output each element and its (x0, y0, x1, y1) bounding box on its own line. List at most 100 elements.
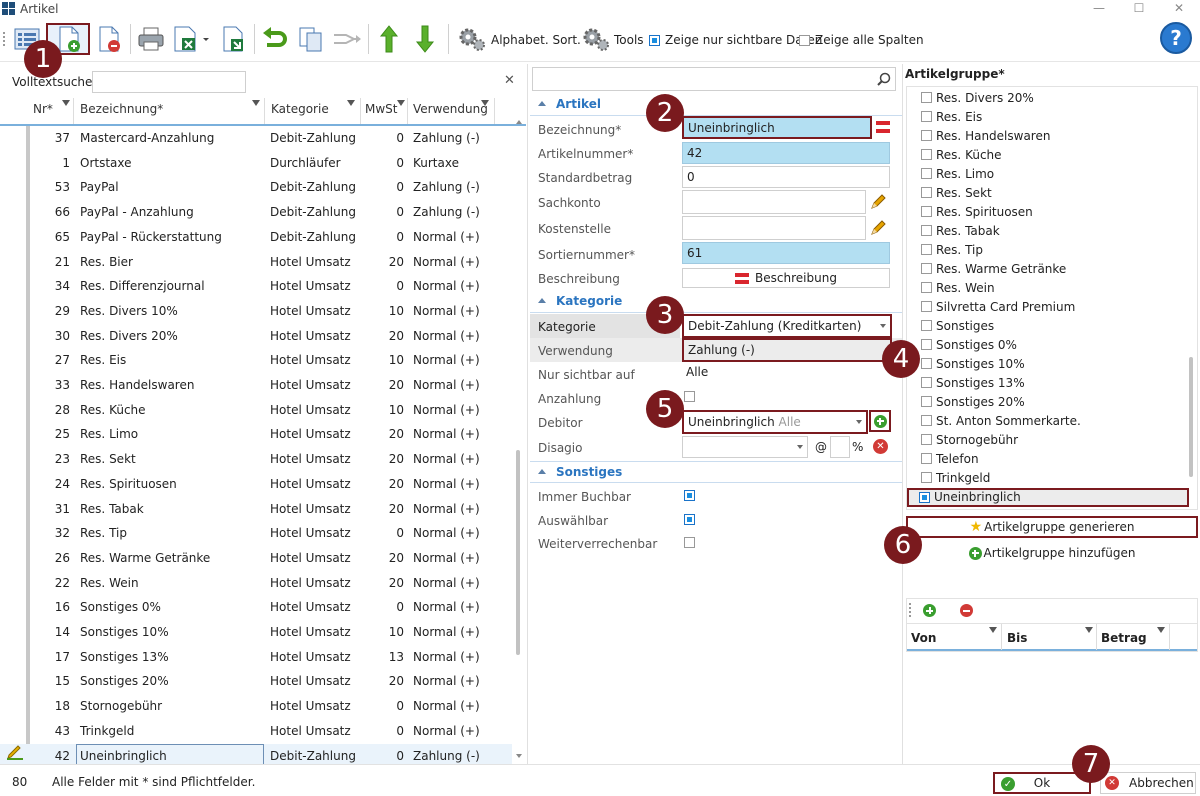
add-row-icon[interactable] (923, 604, 936, 617)
section-artikel[interactable]: Artikel (530, 94, 902, 116)
artikelgruppe-checkbox[interactable] (921, 92, 932, 103)
property-search-box[interactable] (532, 67, 896, 91)
fulltext-search-input[interactable] (92, 71, 246, 93)
table-row[interactable]: 53 PayPal Debit-Zahlung (K 0 Zahlung (-) (0, 175, 512, 200)
table-row[interactable]: 31 Res. Tabak Hotel Umsatz 20 Normal (+) (0, 497, 512, 522)
maximize-button[interactable]: ☐ (1133, 1, 1145, 15)
artikelgruppe-checkbox[interactable] (921, 225, 932, 236)
help-button[interactable]: ? (1160, 22, 1192, 54)
column-header-betrag[interactable]: Betrag (1101, 631, 1147, 645)
table-row[interactable]: 33 Res. Handelswaren Hotel Umsatz 20 Normal … (0, 373, 512, 398)
add-artikelgruppe-button[interactable]: Artikelgruppe hinzufügen (906, 542, 1198, 564)
artikelgruppe-item[interactable]: Trinkgeld (919, 469, 1189, 488)
artikelgruppe-checkbox[interactable] (921, 111, 932, 122)
table-row[interactable]: 24 Res. Spirituosen Hotel Umsatz 20 Normal (… (0, 472, 512, 497)
beschreibung-button[interactable]: Beschreibung (682, 268, 890, 288)
column-header-verwendung[interactable]: Verwendung (413, 102, 488, 116)
table-row[interactable]: 27 Res. Eis Hotel Umsatz 10 Normal (+) (0, 348, 512, 373)
table-row[interactable]: 22 Res. Wein Hotel Umsatz 20 Normal (+) (0, 571, 512, 596)
artikelgruppe-item[interactable]: Sonstiges 13% (919, 374, 1189, 393)
artikelgruppe-checkbox[interactable] (921, 358, 932, 369)
show-visible-checkbox[interactable] (649, 35, 660, 46)
alphabet-sort-button[interactable]: Alphabet. Sort. (491, 33, 581, 47)
table-row[interactable]: 14 Sonstiges 10% Hotel Umsatz 10 Normal (+) (0, 620, 512, 645)
table-row[interactable]: 28 Res. Küche Hotel Umsatz 10 Normal (+) (0, 398, 512, 423)
filter-icon[interactable] (1157, 627, 1165, 633)
artikelgruppe-item[interactable]: Uneinbringlich (907, 488, 1189, 507)
column-header-kategorie[interactable]: Kategorie (271, 102, 329, 116)
filter-icon[interactable] (481, 100, 489, 106)
grid-scrollbar[interactable] (514, 120, 524, 764)
artikelgruppe-item[interactable]: Sonstiges 20% (919, 393, 1189, 412)
toolbar-grip[interactable] (3, 32, 5, 46)
filter-icon[interactable] (989, 627, 997, 633)
table-row[interactable]: 30 Res. Divers 20% Hotel Umsatz 20 Normal (+… (0, 324, 512, 349)
artikelgruppe-checkbox[interactable] (921, 130, 932, 141)
column-header-mwst[interactable]: MwSt (365, 102, 398, 116)
kategorie-dropdown[interactable]: Debit-Zahlung (Kreditkarten) (682, 314, 892, 338)
artikelgruppe-item[interactable]: Telefon (919, 450, 1189, 469)
filter-icon[interactable] (252, 100, 260, 106)
artikelgruppe-checkbox[interactable] (921, 472, 932, 483)
artikelgruppe-item[interactable]: Res. Divers 20% (919, 89, 1189, 108)
artikelnummer-input[interactable]: 42 (682, 142, 890, 164)
table-row[interactable]: 26 Res. Warme Getränke Hotel Umsatz 20 Norma… (0, 546, 512, 571)
debitor-dropdown[interactable]: Uneinbringlich Alle (682, 410, 868, 434)
alphabet-sort-icon-button[interactable] (456, 23, 488, 55)
show-all-columns-checkbox[interactable] (799, 35, 810, 46)
table-row[interactable]: 25 Res. Limo Hotel Umsatz 20 Normal (+) (0, 422, 512, 447)
sortiernummer-input[interactable]: 61 (682, 242, 890, 264)
auswaehlbar-checkbox[interactable] (684, 514, 695, 525)
bezeichnung-input[interactable]: Uneinbringlich (682, 116, 872, 139)
artikelgruppe-checkbox[interactable] (921, 320, 932, 331)
tools-icon-button[interactable] (580, 23, 612, 55)
disagio-dropdown[interactable] (682, 436, 808, 458)
table-row[interactable]: 18 Stornogebühr Hotel Umsatz 0 Normal (+) (0, 694, 512, 719)
copy-button[interactable] (294, 23, 328, 55)
excel-export-button[interactable] (170, 23, 212, 55)
table-row[interactable]: 43 Trinkgeld Hotel Umsatz 0 Normal (+) (0, 719, 512, 744)
kostenstelle-input[interactable] (682, 216, 866, 240)
filter-icon[interactable] (347, 100, 355, 106)
artikelgruppe-checkbox[interactable] (921, 263, 932, 274)
table-row[interactable]: 16 Sonstiges 0% Hotel Umsatz 0 Normal (+) (0, 595, 512, 620)
artikelgruppe-checkbox[interactable] (921, 377, 932, 388)
table-row[interactable]: 21 Res. Bier Hotel Umsatz 20 Normal (+) (0, 250, 512, 275)
artikelgruppe-item[interactable]: Silvretta Card Premium (919, 298, 1189, 317)
artikelgruppe-checkbox[interactable] (921, 149, 932, 160)
disagio-amount-input[interactable] (830, 436, 850, 458)
import-button[interactable] (216, 23, 250, 55)
anzahlung-checkbox[interactable] (684, 391, 695, 402)
artikelgruppe-checkbox[interactable] (921, 282, 932, 293)
artikelgruppe-item[interactable]: St. Anton Sommerkarte. (919, 412, 1189, 431)
table-row[interactable]: 23 Res. Sekt Hotel Umsatz 20 Normal (+) (0, 447, 512, 472)
table-row[interactable]: 34 Res. Differenzjournal Hotel Umsatz 0 Norm… (0, 274, 512, 299)
artikelgruppe-checkbox[interactable] (921, 453, 932, 464)
artikelgruppe-checkbox[interactable] (921, 206, 932, 217)
table-row[interactable]: 32 Res. Tip Hotel Umsatz 0 Normal (+) (0, 521, 512, 546)
language-flag-icon[interactable] (876, 121, 890, 133)
artikelgruppe-item[interactable]: Res. Tabak (919, 222, 1189, 241)
artikelgruppe-item[interactable]: Res. Handelswaren (919, 127, 1189, 146)
table-row[interactable]: 66 PayPal - Anzahlung Debit-Zahlung (K 0 Zah… (0, 200, 512, 225)
immer-buchbar-checkbox[interactable] (684, 490, 695, 501)
move-up-button[interactable] (374, 23, 404, 55)
section-sonstiges[interactable]: Sonstiges (530, 461, 902, 483)
grid-toolbar-grip[interactable] (909, 603, 911, 617)
pencil-icon[interactable] (870, 220, 886, 236)
artikelgruppe-checkbox[interactable] (921, 301, 932, 312)
artikelgruppe-item[interactable]: Sonstiges (919, 317, 1189, 336)
artikelgruppe-item[interactable]: Res. Sekt (919, 184, 1189, 203)
weiterverrechenbar-checkbox[interactable] (684, 537, 695, 548)
clear-disagio-icon[interactable]: ✕ (873, 439, 888, 454)
column-header-nr[interactable]: Nr* (33, 102, 53, 116)
artikelgruppe-item[interactable]: Stornogebühr (919, 431, 1189, 450)
artikelgruppe-item[interactable]: Res. Limo (919, 165, 1189, 184)
artikelgruppe-checkbox[interactable] (921, 415, 932, 426)
artikelgruppe-checkbox[interactable] (921, 168, 932, 179)
artikelgruppe-item[interactable]: Res. Küche (919, 146, 1189, 165)
filter-icon[interactable] (397, 100, 405, 106)
column-header-bezeichnung[interactable]: Bezeichnung* (80, 102, 164, 116)
artikelgruppe-checkbox[interactable] (921, 434, 932, 445)
sachkonto-input[interactable] (682, 190, 866, 214)
